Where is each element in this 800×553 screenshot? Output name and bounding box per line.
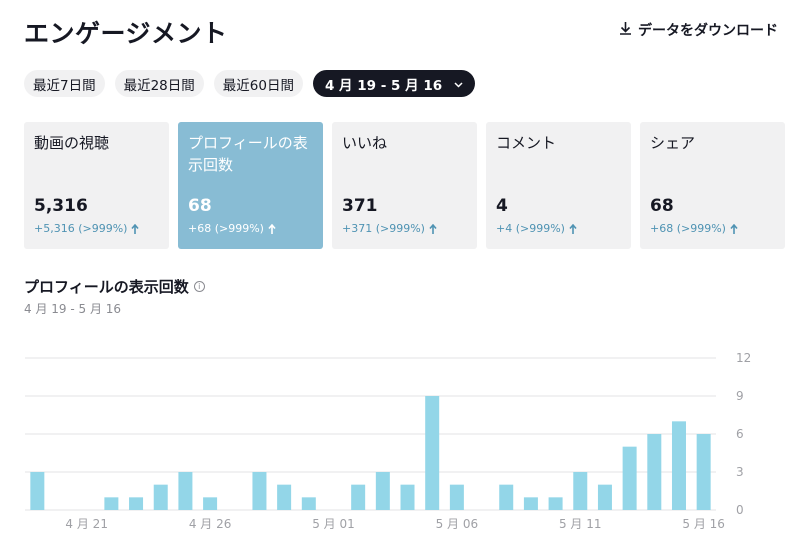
chart-title-text: プロフィールの表示回数 <box>24 278 189 296</box>
card-value: 5,316 <box>34 196 88 216</box>
bar[interactable] <box>277 484 292 510</box>
bar[interactable] <box>449 484 464 510</box>
card-video-views[interactable]: 動画の視聴 5,316 +5,316 (>999%) <box>24 122 169 249</box>
bar[interactable] <box>647 434 662 510</box>
y-tick-label: 3 <box>736 465 744 479</box>
card-title: プロフィールの表示回数 <box>188 134 308 174</box>
bar[interactable] <box>129 497 144 510</box>
info-icon[interactable]: i <box>193 281 205 292</box>
bar[interactable] <box>203 497 218 510</box>
range-28-days[interactable]: 最近28日間 <box>114 70 204 97</box>
card-delta-text: +4 (>999%) <box>496 222 565 235</box>
card-likes[interactable]: いいね 371 +371 (>999%) <box>332 122 477 249</box>
bar[interactable] <box>671 421 686 510</box>
bar[interactable] <box>622 446 637 510</box>
arrow-up-icon <box>131 223 140 234</box>
bar[interactable] <box>252 472 267 510</box>
y-tick-label: 6 <box>736 427 744 441</box>
download-icon <box>619 21 632 39</box>
card-delta-text: +371 (>999%) <box>342 222 425 235</box>
card-title: シェア <box>650 134 696 152</box>
arrow-up-icon <box>730 223 738 234</box>
x-tick-label: 5 月 16 <box>682 517 725 531</box>
bar[interactable] <box>548 497 563 510</box>
arrow-up-icon <box>268 223 276 234</box>
chart-title: プロフィールの表示回数 i <box>24 276 205 297</box>
bar[interactable] <box>153 484 168 510</box>
bar[interactable] <box>351 484 366 510</box>
x-tick-label: 4 月 21 <box>65 517 108 531</box>
bar[interactable] <box>104 497 119 510</box>
card-delta-text: +68 (>999%) <box>188 222 264 235</box>
download-label: データをダウンロード <box>638 23 778 39</box>
y-tick-label: 12 <box>736 351 751 365</box>
card-profile-views[interactable]: プロフィールの表示回数 68 +68 (>999%) <box>178 122 323 249</box>
card-title: いいね <box>342 134 388 152</box>
range-custom-label: 4 月 19 - 5 月 16 <box>324 77 443 94</box>
card-delta: +4 (>999%) <box>496 222 577 235</box>
bar[interactable] <box>597 484 612 510</box>
card-title: コメント <box>496 134 557 152</box>
bar[interactable] <box>425 396 440 510</box>
card-title: 動画の視聴 <box>34 134 110 152</box>
bar[interactable] <box>375 472 390 510</box>
x-tick-label: 5 月 06 <box>436 517 479 531</box>
page-title: エンゲージメント <box>24 19 228 48</box>
card-value: 68 <box>650 196 674 216</box>
download-button[interactable]: データをダウンロード <box>619 20 778 40</box>
card-delta: +371 (>999%) <box>342 222 437 235</box>
arrow-up-icon <box>429 223 437 234</box>
x-tick-label: 5 月 11 <box>559 517 602 531</box>
range-custom-dropdown[interactable]: 4 月 19 - 5 月 16 <box>312 70 476 97</box>
bar[interactable] <box>573 472 588 510</box>
chevron-down-icon <box>454 76 463 92</box>
profile-views-bar-chart: 0 3 6 9 12 4 月 21 4 月 26 5 月 01 5 月 06 5 月 11 5 月 … <box>25 351 751 531</box>
card-delta: +68 (>999%) <box>650 222 738 235</box>
card-delta-text: +68 (>999%) <box>650 222 726 235</box>
x-tick-label: 4 月 26 <box>189 517 232 531</box>
metric-cards: 動画の視聴 5,316 +5,316 (>999%) プロフィールの表示回数 6… <box>24 122 785 249</box>
chart-subtitle: 4 月 19 - 5 月 16 <box>24 302 122 316</box>
bar[interactable] <box>30 472 45 510</box>
range-7-days[interactable]: 最近7日間 <box>24 70 105 97</box>
date-range-selector: 最近7日間 最近28日間 最近60日間 4 月 19 - 5 月 16 <box>24 70 476 97</box>
bar[interactable] <box>523 497 538 510</box>
card-delta: +68 (>999%) <box>188 222 276 235</box>
y-tick-label: 9 <box>736 389 744 403</box>
arrow-up-icon <box>569 223 577 234</box>
card-comments[interactable]: コメント 4 +4 (>999%) <box>486 122 631 249</box>
y-tick-label: 0 <box>736 503 744 517</box>
x-tick-label: 5 月 01 <box>312 517 355 531</box>
card-shares[interactable]: シェア 68 +68 (>999%) <box>640 122 785 249</box>
bar[interactable] <box>400 484 415 510</box>
card-delta-text: +5,316 (>999%) <box>34 222 128 235</box>
card-value: 4 <box>496 196 508 216</box>
card-value: 371 <box>342 196 378 216</box>
range-60-days[interactable]: 最近60日間 <box>213 70 303 97</box>
bar[interactable] <box>301 497 316 510</box>
bar[interactable] <box>178 472 193 510</box>
card-value: 68 <box>188 196 212 216</box>
card-delta: +5,316 (>999%) <box>34 222 140 235</box>
bar[interactable] <box>696 434 711 510</box>
bar[interactable] <box>499 484 514 510</box>
